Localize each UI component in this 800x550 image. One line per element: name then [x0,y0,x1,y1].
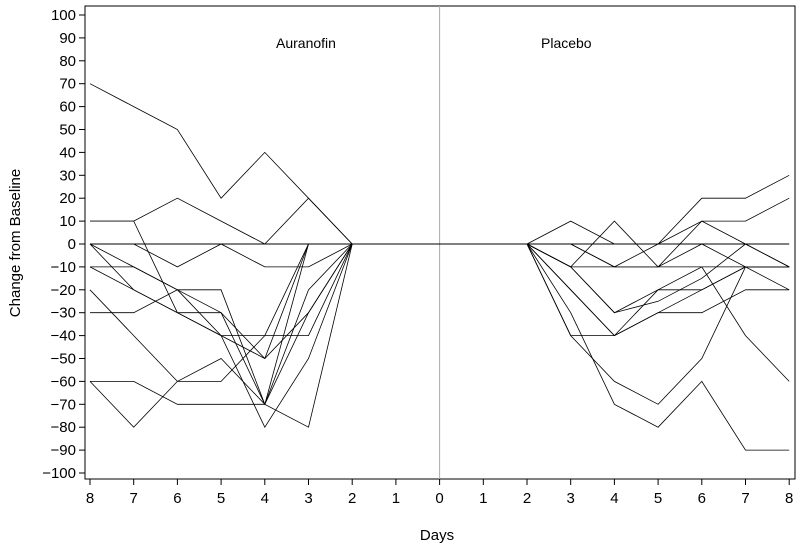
series-line [89,243,353,428]
x-tick-label: 2 [523,490,531,507]
x-tick-label: 6 [173,490,181,507]
y-tick-label: 70 [59,76,76,93]
series-line [526,243,790,405]
y-tick-label: 60 [59,99,76,116]
y-tick-label: −60 [51,373,76,390]
y-tick-label: 10 [59,213,76,230]
y-tick-label: 80 [59,53,76,70]
y-tick-label: −30 [51,305,76,322]
y-tick-label: −20 [51,282,76,299]
y-tick-label: −70 [51,396,76,413]
series-line [90,243,353,429]
series-line [527,243,790,268]
series-line [526,243,790,337]
series-line [527,197,790,268]
x-tick-label: 4 [261,490,269,507]
y-tick-label: −100 [42,465,76,482]
y-tick-label: 40 [59,144,76,161]
series-line [526,174,790,245]
y-tick-label: 0 [68,236,76,253]
series-line [89,243,353,382]
x-tick-label: 3 [304,490,312,507]
y-axis-title: Change from Baseline [7,169,24,317]
series-lines [89,83,790,451]
series-line [89,243,353,406]
y-tick-label: 90 [59,30,76,47]
x-tick-label: 5 [654,490,662,507]
y-tick-label: −40 [51,328,76,345]
y-tick-label: 50 [59,122,76,139]
panel-label-placebo: Placebo [541,35,592,51]
x-axis: 8 7 6 5 4 3 2 1 0 1 2 3 4 5 6 7 8 [86,479,793,507]
series-line [526,243,790,314]
x-tick-label: 6 [698,490,706,507]
x-tick-label: 7 [741,490,749,507]
x-tick-label: 0 [435,490,443,507]
y-axis: 1009080706050403020100−10−20−30−40−50−60… [42,7,85,482]
series-line [90,197,353,245]
y-tick-label: −90 [51,442,76,459]
x-axis-title: Days [420,527,454,544]
x-tick-label: 5 [217,490,225,507]
x-tick-label: 7 [130,490,138,507]
y-tick-label: 100 [51,7,76,24]
y-tick-label: −50 [51,351,76,368]
reference-lines [90,6,790,479]
series-line [526,243,790,314]
y-tick-label: −80 [51,419,76,436]
x-tick-label: 1 [479,490,487,507]
y-tick-label: 30 [59,167,76,184]
x-tick-label: 8 [785,490,793,507]
x-tick-label: 1 [392,490,400,507]
x-tick-label: 4 [610,490,618,507]
series-line [90,243,353,268]
x-tick-label: 2 [348,490,356,507]
series-line [90,243,353,405]
series-line [526,243,790,451]
series-line [89,83,353,245]
series-line [89,243,353,360]
y-tick-label: 20 [59,190,76,207]
panel-label-auranofin: Auranofin [276,35,336,51]
y-tick-label: −10 [51,259,76,276]
x-tick-label: 8 [86,490,94,507]
series-line [90,243,353,428]
x-tick-label: 3 [567,490,575,507]
